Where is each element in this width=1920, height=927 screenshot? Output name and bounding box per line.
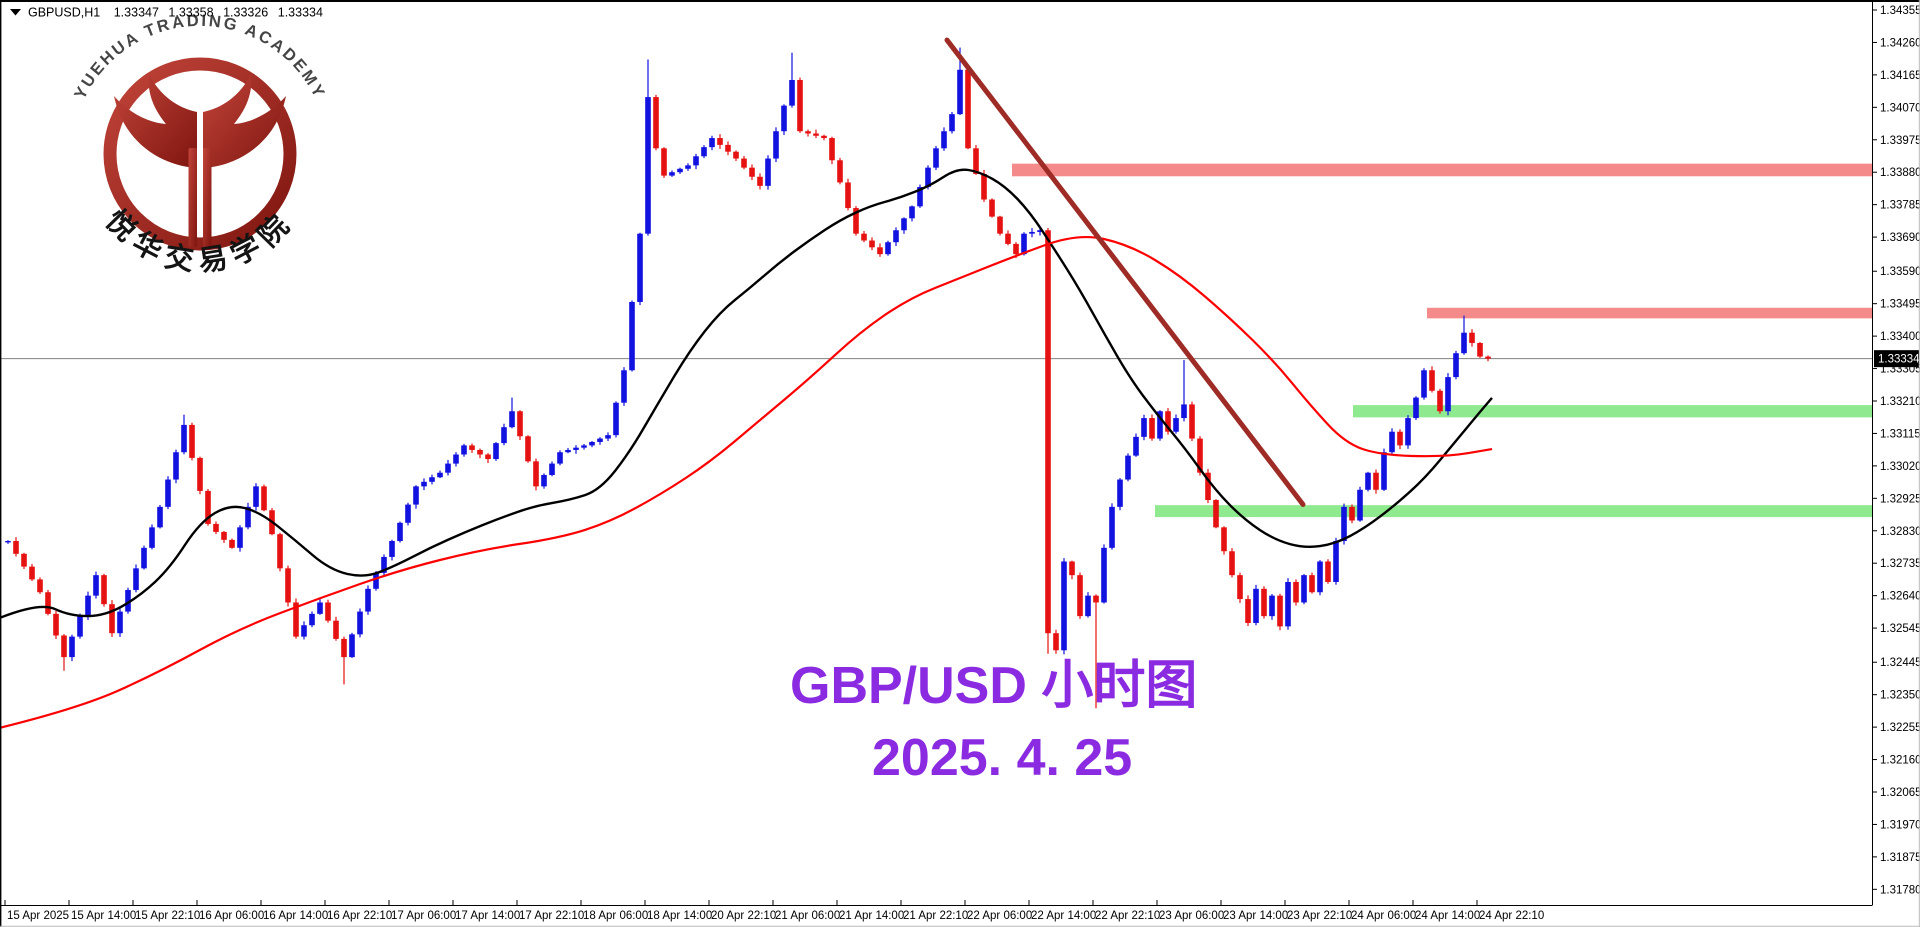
price-axis-label: 1.31970 [1880,819,1920,831]
time-axis-label: 24 Apr 14:00 [1415,910,1480,922]
price-axis-label: 1.34355 [1880,5,1920,17]
time-axis-label: 15 Apr 14:00 [71,910,136,922]
price-axis-label: 1.31875 [1880,852,1920,864]
time-axis-label: 17 Apr 22:10 [519,910,584,922]
ma-fast-line [0,168,1493,619]
time-axis-label: 20 Apr 22:10 [711,910,776,922]
price-axis-label: 1.34260 [1880,37,1920,49]
quote-open: 1.33347 [114,6,159,20]
price-axis-label: 1.33210 [1880,396,1920,408]
time-axis-label: 23 Apr 14:00 [1223,910,1288,922]
price-axis-label: 1.32640 [1880,591,1920,603]
quote-close: 1.33334 [278,6,323,20]
current-price-box [1874,350,1919,368]
time-axis-label: 17 Apr 06:00 [391,910,456,922]
time-axis-label: 22 Apr 14:00 [1031,910,1096,922]
logo-emblem-left-wing [114,74,197,168]
logo-arc-text-top: YUEHUA TRADING ACADEMY [71,12,329,102]
price-axis-label: 1.33975 [1880,135,1920,147]
price-axis-label: 1.32255 [1880,722,1920,734]
time-axis-label: 23 Apr 06:00 [1159,910,1224,922]
price-axis-label: 1.32065 [1880,787,1920,799]
zone-support-upper [1353,405,1872,418]
price-axis-label: 1.33785 [1880,200,1920,212]
time-axis-label: 16 Apr 22:10 [327,910,392,922]
price-axis-label: 1.33115 [1880,428,1920,440]
time-axis-label: 22 Apr 06:00 [967,910,1032,922]
time-axis-label: 21 Apr 06:00 [775,910,840,922]
time-axis-label: 15 Apr 22:10 [135,910,200,922]
price-axis-label: 1.34070 [1880,102,1920,114]
price-axis-label: 1.33495 [1880,299,1920,311]
candles [5,47,1491,709]
price-axis-label: 1.33020 [1880,461,1920,473]
chart-title-line2: 2025. 4. 25 [872,729,1132,787]
quote-symbol-period: GBPUSD,H1 [28,6,100,20]
price-axis-label: 1.32445 [1880,657,1920,669]
time-axis-label: 23 Apr 22:10 [1287,910,1352,922]
quote-low: 1.33326 [223,6,268,20]
zone-support-lower [1155,505,1872,518]
time-axis-label: 16 Apr 06:00 [199,910,264,922]
symbol-dropdown-icon[interactable] [10,9,21,16]
logo-ring [103,57,297,251]
quote-line: GBPUSD,H1 1.33347 1.33358 1.33326 1.3333… [10,6,323,20]
title-overlay: GBP/USD 小时图 2025. 4. 25 [790,657,1197,787]
time-axis-label: 22 Apr 22:10 [1095,910,1160,922]
price-axis-label: 1.33400 [1880,331,1920,343]
time-axis-label: 18 Apr 06:00 [583,910,648,922]
layer-series [0,37,1872,729]
time-axis-label: 17 Apr 14:00 [455,910,520,922]
time-axis-label: 24 Apr 06:00 [1351,910,1416,922]
descending-trendline[interactable] [944,37,1306,507]
price-axis-label: 1.33880 [1880,167,1920,179]
price-axis-label: 1.32735 [1880,558,1920,570]
zone-resistance-upper [1012,163,1872,177]
price-axis-label: 1.32925 [1880,493,1920,505]
price-axis-label: 1.33590 [1880,266,1920,278]
price-axis-label: 1.32545 [1880,623,1920,635]
price-axis-label: 1.32160 [1880,755,1920,767]
price-axis-label: 1.34165 [1880,70,1920,82]
logo-emblem-stem-left [188,148,197,247]
time-axis-label: 21 Apr 22:10 [903,910,968,922]
time-axis-label: 15 Apr 2025 [7,910,69,922]
logo-emblem-right-wing [203,74,286,168]
price-axis-label: 1.32350 [1880,690,1920,702]
quote-text: GBPUSD,H1 1.33347 1.33358 1.33326 1.3333… [28,6,323,20]
logo-emblem-stem-right [203,148,212,247]
layer-zones [1012,163,1872,518]
quote-high: 1.33358 [168,6,213,20]
price-axis-label: 1.33690 [1880,232,1920,244]
current-price-box-label: 1.33334 [1878,354,1920,366]
zone-resistance-lower [1427,307,1872,319]
logo: YUEHUA TRADING ACADEMY 悦华交易学院 [71,12,329,279]
price-axis-label: 1.32830 [1880,526,1920,538]
price-axis-label: 1.31780 [1880,884,1920,896]
time-axis-label: 24 Apr 22:10 [1479,910,1544,922]
time-axis-label: 21 Apr 14:00 [839,910,904,922]
chart-title-line1: GBP/USD 小时图 [790,657,1197,715]
ma-slow-line [0,236,1493,729]
time-axis-label: 18 Apr 14:00 [647,910,712,922]
time-axis-label: 16 Apr 14:00 [263,910,328,922]
